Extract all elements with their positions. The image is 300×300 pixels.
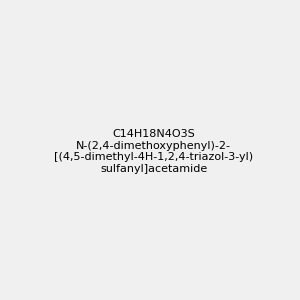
Text: C14H18N4O3S
N-(2,4-dimethoxyphenyl)-2-
[(4,5-dimethyl-4H-1,2,4-triazol-3-yl)
sul: C14H18N4O3S N-(2,4-dimethoxyphenyl)-2- […: [54, 129, 253, 174]
